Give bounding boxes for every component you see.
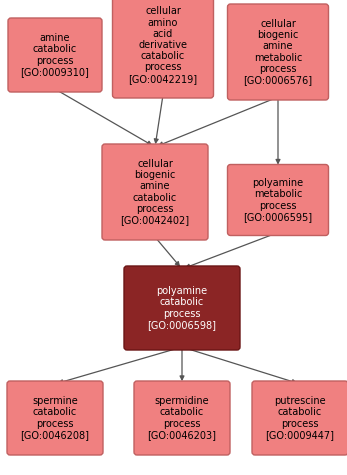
- Text: spermidine
catabolic
process
[GO:0046203]: spermidine catabolic process [GO:0046203…: [147, 396, 217, 440]
- Text: putrescine
catabolic
process
[GO:0009447]: putrescine catabolic process [GO:0009447…: [265, 396, 335, 440]
- FancyBboxPatch shape: [228, 164, 329, 236]
- FancyBboxPatch shape: [252, 381, 347, 455]
- Text: amine
catabolic
process
[GO:0009310]: amine catabolic process [GO:0009310]: [20, 33, 90, 77]
- FancyBboxPatch shape: [7, 381, 103, 455]
- Text: cellular
biogenic
amine
metabolic
process
[GO:0006576]: cellular biogenic amine metabolic proces…: [244, 19, 313, 85]
- Text: spermine
catabolic
process
[GO:0046208]: spermine catabolic process [GO:0046208]: [20, 396, 90, 440]
- FancyBboxPatch shape: [228, 4, 329, 100]
- Text: polyamine
metabolic
process
[GO:0006595]: polyamine metabolic process [GO:0006595]: [244, 178, 313, 222]
- FancyBboxPatch shape: [112, 0, 213, 98]
- FancyBboxPatch shape: [124, 266, 240, 350]
- Text: polyamine
catabolic
process
[GO:0006598]: polyamine catabolic process [GO:0006598]: [147, 286, 217, 330]
- FancyBboxPatch shape: [8, 18, 102, 92]
- Text: cellular
amino
acid
derivative
catabolic
process
[GO:0042219]: cellular amino acid derivative catabolic…: [128, 6, 197, 84]
- Text: cellular
biogenic
amine
catabolic
process
[GO:0042402]: cellular biogenic amine catabolic proces…: [120, 159, 189, 225]
- FancyBboxPatch shape: [134, 381, 230, 455]
- FancyBboxPatch shape: [102, 144, 208, 240]
